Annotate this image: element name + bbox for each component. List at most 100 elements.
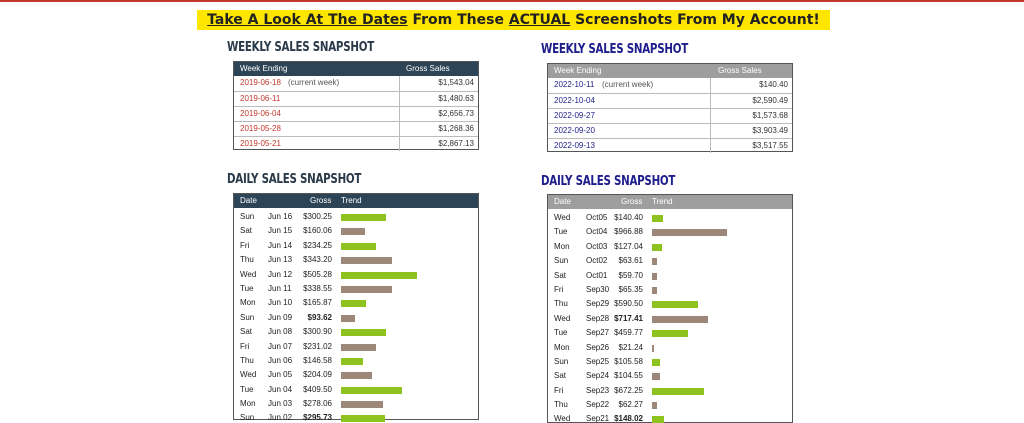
weekly-row: 2019-06-11 $1,480.63 bbox=[234, 91, 478, 106]
trend-bar bbox=[341, 285, 392, 293]
week-ending-date: 2022-10-11 bbox=[554, 80, 595, 89]
column-divider bbox=[710, 94, 711, 108]
day-of-week: Sun bbox=[240, 312, 255, 322]
gross-sales-amount: $2,590.49 bbox=[752, 96, 788, 105]
daily-2022-title: DAILY SALES SNAPSHOT bbox=[541, 174, 676, 189]
trend-bar bbox=[341, 242, 376, 250]
daily-gross: $63.61 bbox=[618, 256, 643, 266]
daily-gross: $165.87 bbox=[303, 298, 332, 308]
col-trend: Trend bbox=[341, 196, 362, 205]
column-divider bbox=[710, 124, 711, 138]
day-of-week: Sat bbox=[240, 327, 253, 337]
day-date: Sep27 bbox=[586, 328, 610, 338]
trend-bar bbox=[652, 258, 657, 266]
col-gross: Gross bbox=[621, 197, 643, 206]
day-date: Sep24 bbox=[586, 371, 610, 381]
daily-row: Mon Oct03 $127.04 bbox=[548, 240, 792, 254]
day-of-week: Fri bbox=[240, 240, 250, 250]
banner-part-3: ACTUAL bbox=[508, 12, 571, 28]
day-date: Jun 16 bbox=[268, 212, 293, 221]
day-of-week: Sun bbox=[554, 356, 569, 366]
weekly-row: 2022-09-20 $3,903.49 bbox=[548, 123, 792, 138]
day-date: Sep30 bbox=[586, 284, 610, 294]
day-of-week: Sun bbox=[240, 413, 255, 423]
current-week-note: (current week) bbox=[602, 80, 654, 89]
day-of-week: Fri bbox=[240, 341, 250, 351]
col-gross-sales: Gross Sales bbox=[718, 66, 762, 75]
gross-sales-amount: $140.40 bbox=[759, 80, 788, 89]
daily-gross: $104.55 bbox=[614, 371, 643, 381]
day-date: Jun 06 bbox=[268, 355, 293, 365]
day-of-week: Mon bbox=[554, 342, 570, 352]
daily-row: Sat Jun 08 $300.90 bbox=[234, 325, 478, 339]
daily-row: Sun Jun 09 $93.62 bbox=[234, 311, 478, 325]
day-of-week: Tue bbox=[240, 283, 254, 293]
weekly-2022-title: WEEKLY SALES SNAPSHOT bbox=[541, 42, 688, 57]
weekly-2022-table: Week Ending Gross Sales 2022-10-11 (curre… bbox=[547, 63, 793, 153]
weekly-row: 2019-06-04 $2,656.73 bbox=[234, 106, 478, 121]
daily-row: Thu Jun 13 $343.20 bbox=[234, 253, 478, 267]
daily-row: Thu Sep29 $590.50 bbox=[548, 297, 792, 311]
trend-bar bbox=[341, 214, 386, 221]
daily-gross: $65.35 bbox=[618, 284, 643, 294]
trend-bar bbox=[341, 314, 355, 322]
trend-bar bbox=[652, 229, 727, 237]
daily-2019-body: Sun Jun 16 $300.25 Sat Jun 15 $160.06 Fri Jun 1… bbox=[234, 210, 478, 423]
daily-gross: $62.27 bbox=[618, 400, 643, 410]
day-of-week: Tue bbox=[240, 384, 254, 394]
gross-sales-amount: $1,480.63 bbox=[438, 94, 474, 103]
daily-row: Sat Sep24 $104.55 bbox=[548, 369, 792, 383]
day-date: Jun 04 bbox=[268, 384, 293, 394]
trend-bar bbox=[341, 343, 376, 351]
day-of-week: Thu bbox=[554, 400, 568, 410]
daily-gross: $343.20 bbox=[303, 255, 332, 265]
trend-bar bbox=[652, 215, 663, 222]
trend-bar bbox=[652, 344, 654, 352]
weekly-row: 2019-05-28 $1,268.36 bbox=[234, 121, 478, 136]
trend-bar bbox=[341, 357, 363, 365]
trend-bar bbox=[652, 286, 657, 294]
daily-gross: $300.25 bbox=[303, 212, 332, 221]
daily-gross: $148.02 bbox=[614, 414, 643, 423]
day-of-week: Mon bbox=[240, 298, 256, 308]
daily-row: Tue Sep27 $459.77 bbox=[548, 326, 792, 340]
daily-2019-header: Date Gross Trend bbox=[234, 194, 478, 208]
day-of-week: Fri bbox=[554, 284, 564, 294]
daily-row: Thu Sep22 $62.27 bbox=[548, 398, 792, 412]
daily-row: Mon Jun 10 $165.87 bbox=[234, 296, 478, 310]
daily-row: Fri Jun 07 $231.02 bbox=[234, 340, 478, 354]
trend-bar bbox=[341, 386, 402, 394]
current-week-note: (current week) bbox=[288, 78, 340, 87]
weekly-2019-header: Week Ending Gross Sales bbox=[234, 62, 478, 76]
daily-row: Wed Jun 12 $505.28 bbox=[234, 268, 478, 282]
day-date: Jun 14 bbox=[268, 240, 293, 250]
column-divider bbox=[710, 78, 711, 93]
weekly-row: 2019-06-18 (current week) $1,543.04 bbox=[234, 76, 478, 91]
day-of-week: Tue bbox=[554, 227, 568, 237]
day-date: Jun 12 bbox=[268, 269, 293, 279]
gross-sales-amount: $3,517.55 bbox=[752, 141, 788, 150]
column-divider bbox=[399, 137, 400, 151]
daily-row: Sat Jun 15 $160.06 bbox=[234, 224, 478, 238]
week-ending-date: 2022-09-13 bbox=[554, 141, 595, 150]
day-date: Jun 10 bbox=[268, 298, 293, 308]
daily-2019-table: Date Gross Trend Sun Jun 16 $300.25 Sat Jun … bbox=[233, 193, 479, 423]
day-date: Sep25 bbox=[586, 356, 610, 366]
trend-bar bbox=[341, 257, 392, 265]
trend-bar bbox=[652, 315, 708, 323]
daily-gross: $105.58 bbox=[614, 356, 643, 366]
daily-gross: $300.90 bbox=[303, 327, 332, 337]
day-date: Jun 07 bbox=[268, 341, 293, 351]
daily-gross: $231.02 bbox=[303, 341, 332, 351]
daily-2019-title: DAILY SALES SNAPSHOT bbox=[227, 172, 362, 187]
trend-bar bbox=[341, 228, 365, 236]
weekly-row: 2019-05-21 $2,867.13 bbox=[234, 136, 478, 151]
weekly-2022-header: Week Ending Gross Sales bbox=[548, 64, 792, 78]
trend-bar bbox=[652, 301, 698, 309]
day-of-week: Mon bbox=[240, 399, 256, 409]
column-divider bbox=[710, 109, 711, 123]
top-accent-line bbox=[0, 0, 1024, 2]
trend-bar bbox=[652, 272, 657, 280]
week-ending-date: 2019-05-21 bbox=[240, 139, 281, 148]
daily-gross: $234.25 bbox=[303, 240, 332, 250]
